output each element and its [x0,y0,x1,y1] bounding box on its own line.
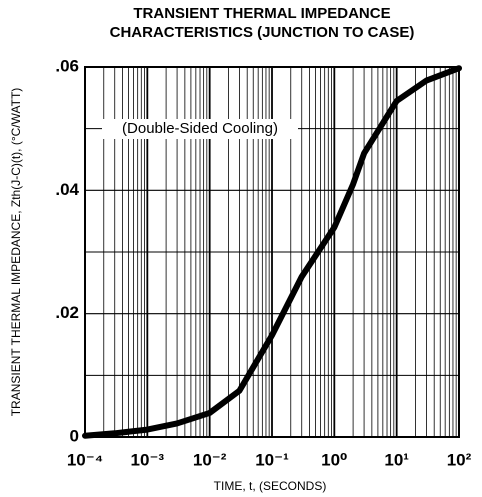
x-axis-label: TIME, t, (SECONDS) [214,479,327,493]
y-tick-label: .06 [55,56,79,75]
y-tick-label: 0 [70,426,79,445]
y-tick-label: .04 [55,180,79,199]
x-tick-label: 10² [447,450,472,469]
annotation: (Double-Sided Cooling) [122,120,278,137]
annotation-bg [102,119,298,139]
y-tick-label: .02 [55,303,79,322]
y-axis-label: TRANSIENT THERMAL IMPEDANCE, Zth(J-C)(t)… [9,88,23,417]
x-tick-label: 10⁻³ [131,450,165,469]
x-tick-label: 10⁻¹ [255,450,289,469]
x-tick-label: 10⁻⁴ [67,450,103,469]
data-line [82,65,462,439]
x-tick-label: 10¹ [384,450,409,469]
x-tick-label: 10⁻² [193,450,227,469]
chart-title: CHARACTERISTICS (JUNCTION TO CASE) [110,24,415,41]
chart-title: TRANSIENT THERMAL IMPEDANCE [133,5,390,22]
x-tick-label: 10⁰ [321,450,347,469]
plot-frame [84,66,460,438]
